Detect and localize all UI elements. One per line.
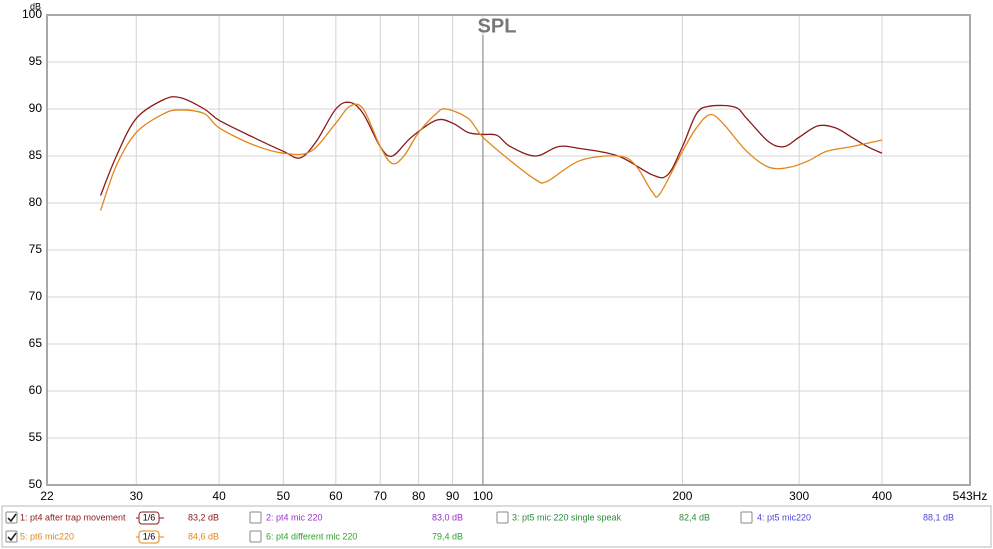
x-tick-label: 400: [872, 489, 892, 503]
x-tick-label: 200: [672, 489, 692, 503]
smoothing-label: 1/6: [143, 512, 156, 522]
legend-level: 84,6 dB: [188, 531, 219, 541]
x-tick-label: 40: [212, 489, 226, 503]
y-tick-label: 85: [29, 148, 43, 162]
legend-name: 3: pt5 mic 220 single speak: [512, 512, 622, 522]
spl-curve: [99, 103, 883, 211]
x-tick-label: 30: [130, 489, 144, 503]
y-tick-label: 90: [29, 101, 43, 115]
legend-level: 79,4 dB: [432, 531, 463, 541]
y-tick-label: 65: [29, 336, 43, 350]
checkmark: [7, 513, 17, 523]
legend-level: 82,4 dB: [679, 512, 710, 522]
y-tick-label: 50: [29, 477, 43, 491]
legend-level: 88,1 dB: [923, 512, 954, 522]
legend-level: 83,0 dB: [432, 512, 463, 522]
legend-name: 5: pt6 mic220: [20, 531, 74, 541]
x-tick-label: 543Hz: [953, 489, 988, 503]
x-tick-label: 50: [277, 489, 291, 503]
y-tick-label: 60: [29, 383, 43, 397]
checkbox[interactable]: [5, 530, 18, 543]
legend-name: 1: pt4 after trap movement: [20, 512, 126, 522]
smoothing-box[interactable]: [138, 530, 160, 544]
checkbox[interactable]: [249, 530, 262, 543]
x-tick-label: 100: [473, 489, 493, 503]
smoothing-box[interactable]: [138, 511, 160, 525]
y-tick-label: 75: [29, 242, 43, 256]
spl-curve: [99, 96, 883, 196]
y-tick-label: 95: [29, 54, 43, 68]
checkbox[interactable]: [496, 511, 509, 524]
x-tick-label: 90: [446, 489, 460, 503]
x-tick-label: 80: [412, 489, 426, 503]
checkbox[interactable]: [740, 511, 753, 524]
plot-frame: [46, 14, 971, 486]
y-tick-label: 80: [29, 195, 43, 209]
legend-name: 4: pt5 mic220: [757, 512, 811, 522]
smoothing-label: 1/6: [143, 531, 156, 541]
checkmark: [7, 532, 17, 542]
legend-level: 83,2 dB: [188, 512, 219, 522]
chart-title: SPL: [478, 15, 517, 37]
checkbox[interactable]: [5, 511, 18, 524]
y-tick-label: 100: [22, 7, 42, 21]
checkbox[interactable]: [249, 511, 262, 524]
x-tick-label: 22: [40, 489, 54, 503]
x-tick-label: 70: [374, 489, 388, 503]
y-tick-label: 70: [29, 289, 43, 303]
y-tick-label: 55: [29, 430, 43, 444]
legend-name: 2: pt4 mic 220: [266, 512, 323, 522]
x-tick-label: 60: [329, 489, 343, 503]
legend-name: 6: pt4 different mic 220: [266, 531, 357, 541]
y-axis-label: dB: [30, 1, 41, 11]
x-tick-label: 300: [789, 489, 809, 503]
legend-panel: [1, 505, 992, 548]
